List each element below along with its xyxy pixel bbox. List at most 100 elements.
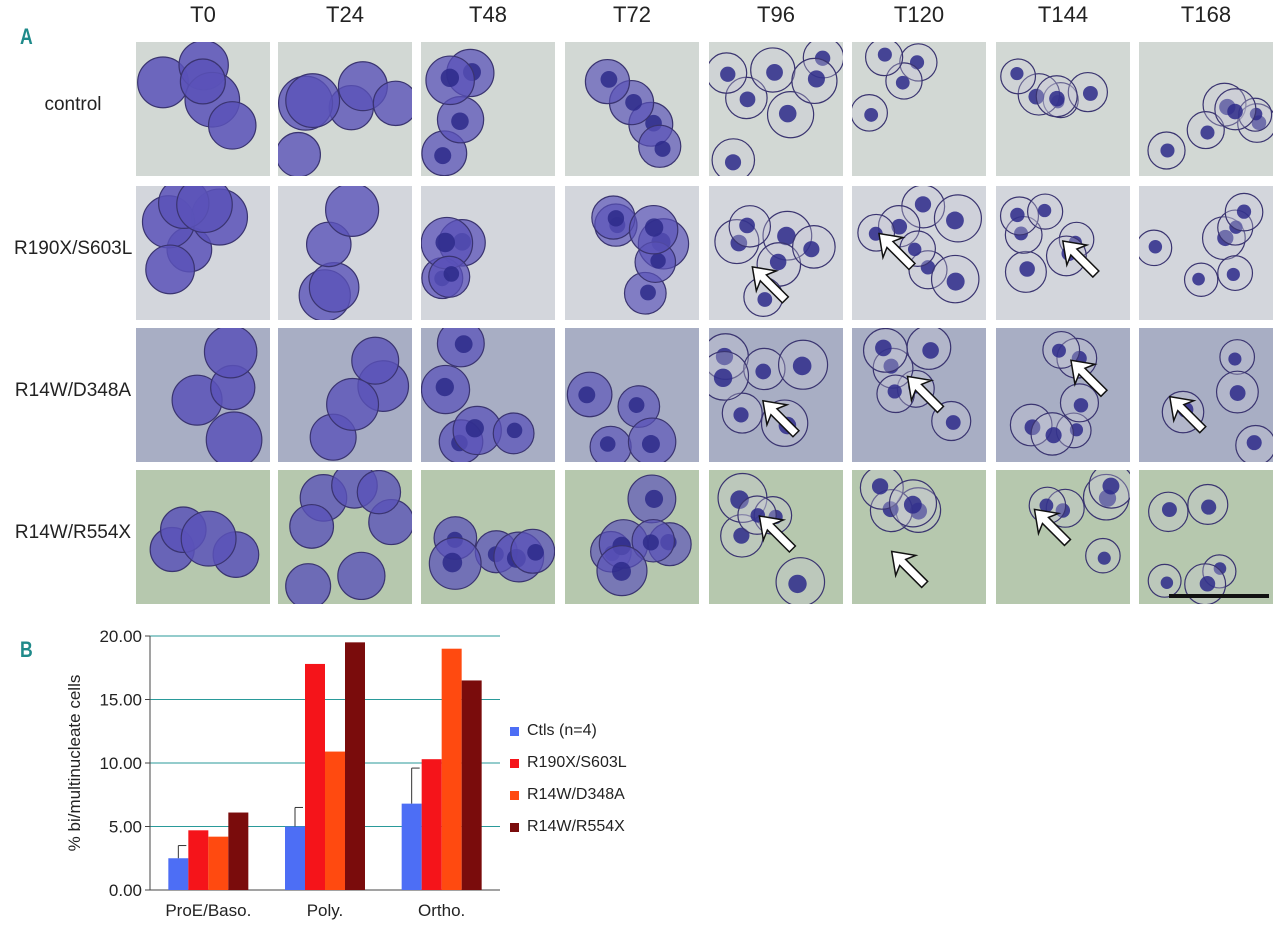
nucleus	[625, 93, 642, 111]
arrow-icon	[906, 375, 945, 414]
y-tick-label: 15.00	[99, 691, 142, 710]
micrograph-tile	[565, 42, 699, 176]
micrograph-tile	[565, 470, 699, 604]
nucleus	[730, 490, 749, 509]
cell	[372, 80, 412, 127]
timepoint-label: T24	[326, 2, 364, 27]
micrograph-tile	[421, 42, 555, 176]
nucleus	[654, 140, 671, 157]
nucleus	[1052, 343, 1066, 358]
nucleus	[451, 112, 469, 131]
bar	[208, 836, 229, 890]
nucleus	[1148, 240, 1163, 254]
x-tick-label: Ortho.	[418, 901, 465, 920]
nucleus	[1192, 272, 1205, 286]
arrow-icon	[758, 515, 797, 554]
cell	[180, 510, 237, 567]
nucleus	[945, 415, 961, 430]
nucleus	[1102, 477, 1120, 495]
nucleus	[612, 561, 631, 581]
nucleus	[1246, 435, 1262, 451]
sample-label: control	[44, 94, 102, 115]
nucleus	[871, 478, 889, 495]
micrograph-tile	[1139, 470, 1273, 604]
nucleus	[1049, 90, 1065, 107]
micrograph-tile	[421, 470, 555, 604]
micrograph-tile	[421, 186, 555, 320]
micrograph-tile	[278, 186, 412, 320]
nucleus	[807, 70, 825, 88]
nucleus	[628, 397, 645, 413]
cell	[203, 328, 258, 379]
nucleus	[1226, 267, 1240, 282]
cell	[285, 563, 332, 604]
nucleus	[733, 527, 750, 544]
micrograph-tile	[852, 42, 986, 176]
nucleus	[641, 435, 660, 454]
nucleus	[1014, 226, 1028, 241]
timepoint-label: T96	[757, 2, 795, 27]
arrow-icon	[1070, 359, 1109, 398]
micrograph-tile	[852, 328, 986, 462]
nucleus	[607, 210, 625, 227]
nucleus	[891, 218, 908, 235]
micrograph-tile	[421, 328, 555, 462]
nucleus	[1227, 103, 1243, 120]
sample-label: R14W/D348A	[14, 380, 132, 401]
nucleus	[895, 75, 910, 90]
bar	[285, 826, 305, 890]
legend-item: R14W/R554X	[510, 811, 627, 843]
timepoint-label: T48	[469, 2, 507, 27]
legend-label: R14W/D348A	[527, 786, 625, 803]
nucleus	[792, 356, 812, 376]
micrograph-tile	[1139, 186, 1273, 320]
x-tick-label: Poly.	[307, 901, 344, 920]
arrow-icon	[1033, 508, 1072, 547]
nucleus	[650, 253, 666, 269]
nucleus	[435, 232, 456, 253]
micrograph-tile	[136, 42, 270, 176]
micrograph-tile	[278, 328, 412, 462]
nucleus	[1201, 499, 1217, 515]
cell	[278, 131, 322, 176]
legend-item: R190X/S603L	[510, 747, 627, 779]
nucleus	[720, 66, 736, 82]
cell	[351, 336, 400, 385]
cell	[308, 262, 360, 313]
nucleus	[1200, 125, 1215, 140]
nucleus	[920, 260, 936, 275]
timepoint-label: T144	[1037, 2, 1089, 27]
nucleus	[1228, 352, 1242, 366]
nucleus	[640, 284, 656, 301]
nucleus	[1073, 398, 1089, 413]
timepoint-label: T120	[893, 2, 945, 27]
cell	[179, 58, 226, 105]
legend-label: Ctls (n=4)	[527, 722, 597, 739]
nucleus	[599, 436, 616, 452]
micrograph-tile	[565, 186, 699, 320]
cell	[285, 73, 341, 129]
legend-swatch	[510, 726, 519, 736]
cell	[356, 470, 402, 515]
micrograph-tile	[565, 328, 699, 462]
cell	[326, 377, 380, 431]
cell	[289, 503, 335, 549]
nucleus	[578, 386, 596, 404]
timepoint-label: T72	[613, 2, 651, 27]
micrograph-tile	[996, 186, 1130, 320]
nucleus	[1039, 498, 1054, 513]
arrow-icon	[751, 265, 790, 304]
bar	[345, 642, 365, 890]
nucleus	[769, 253, 787, 271]
nucleus	[600, 71, 618, 88]
nucleus	[1037, 203, 1052, 218]
x-tick-label: ProE/Baso.	[165, 901, 251, 920]
micrograph-tile	[852, 470, 986, 604]
nucleus	[922, 342, 939, 359]
legend-label: R14W/R554X	[527, 818, 625, 835]
nucleus	[803, 241, 820, 258]
micrograph-tile	[709, 470, 843, 604]
micrograph-tile	[996, 328, 1130, 462]
nucleus	[877, 47, 892, 62]
nucleus	[778, 104, 797, 123]
